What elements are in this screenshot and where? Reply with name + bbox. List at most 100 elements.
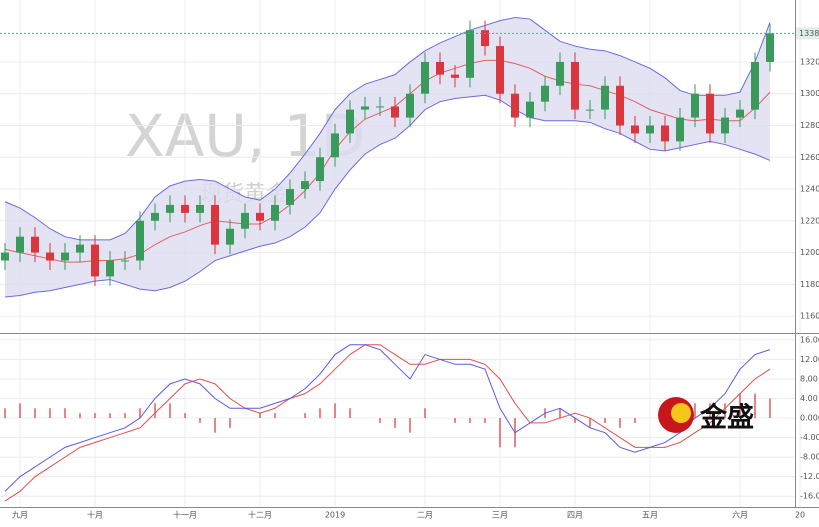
histogram-bar — [589, 418, 591, 428]
histogram-bar — [619, 418, 621, 428]
x-tick-label: 四月 — [567, 511, 583, 520]
histogram-bar — [319, 408, 321, 419]
y-tick-label: 4.00 — [800, 394, 818, 403]
x-tick-label: 十一月 — [173, 510, 197, 520]
histogram-bar — [199, 418, 201, 423]
candle-body — [526, 101, 534, 118]
y-tick-label: 12.00 — [800, 355, 819, 364]
last-price-box — [796, 27, 819, 40]
histogram-bar — [424, 408, 426, 419]
logo-icon-inner — [671, 403, 691, 423]
y-tick-label: 1220 — [800, 216, 819, 225]
candle-body — [106, 260, 114, 277]
candle-body — [556, 61, 564, 86]
histogram-bar — [19, 403, 21, 419]
x-tick-label: 20 — [795, 511, 805, 520]
dif-line — [4, 344, 771, 492]
y-tick-label: -16.0 — [800, 492, 819, 501]
histogram-bar — [184, 413, 186, 419]
histogram-bar — [79, 413, 81, 419]
candle-body — [511, 93, 519, 118]
histogram-bar — [559, 408, 561, 419]
histogram-bar — [574, 418, 576, 423]
x-tick-label: 十二月 — [248, 510, 272, 520]
x-tick-label: 二月 — [417, 511, 433, 520]
candle-body — [646, 125, 654, 134]
histogram-bar — [4, 408, 6, 419]
candle-body — [91, 244, 99, 277]
histogram-bar — [229, 418, 231, 428]
candle-body — [751, 61, 759, 110]
candle-body — [571, 61, 579, 110]
y-tick-label: 1260 — [800, 153, 819, 162]
candle-body — [181, 204, 189, 213]
candle-body — [631, 125, 639, 134]
candle-body — [61, 252, 69, 261]
candle-body — [226, 228, 234, 245]
histogram-bar — [409, 418, 411, 433]
candle-body — [46, 252, 54, 261]
dea-line — [4, 344, 771, 502]
y-tick-label: 1160 — [800, 312, 819, 321]
x-tick-label: 六月 — [732, 510, 748, 520]
histogram-bar — [739, 393, 741, 419]
histogram-bar — [499, 418, 501, 448]
y-tick-label: 16.00 — [800, 335, 819, 344]
candle-body — [601, 85, 609, 110]
candle-body — [691, 93, 699, 118]
candle-body — [166, 204, 174, 213]
histogram-bar — [724, 403, 726, 419]
x-tick-label: 2019 — [325, 511, 345, 520]
histogram-bar — [634, 418, 636, 423]
histogram-bar — [379, 418, 381, 423]
band-middle — [4, 59, 771, 263]
histogram-bar — [49, 408, 51, 419]
candle-body — [346, 109, 354, 134]
histogram-bar — [394, 418, 396, 428]
candle-body — [721, 117, 729, 134]
candle-body — [451, 74, 459, 78]
candle-body — [436, 61, 444, 75]
last-price-label: 1338. — [799, 29, 819, 38]
candle-body — [376, 106, 384, 108]
x-tick-label: 五月 — [642, 511, 658, 520]
candle-body — [706, 93, 714, 134]
candle-body — [196, 204, 204, 213]
histogram-bar — [484, 418, 486, 423]
candle-body — [766, 33, 774, 62]
candle-body — [16, 236, 24, 253]
histogram-bar — [469, 418, 471, 423]
histogram-bar — [694, 403, 696, 419]
candle-body — [151, 212, 159, 221]
histogram-bar — [259, 413, 261, 419]
candle-body — [286, 189, 294, 205]
band-upper — [4, 16, 771, 241]
candle-body — [481, 30, 489, 47]
histogram-bar — [139, 408, 141, 419]
histogram-bar — [769, 398, 771, 419]
band-lower — [4, 94, 771, 298]
x-tick-label: 九月 — [12, 511, 28, 520]
candle-body — [241, 212, 249, 229]
logo-text: 金盛 — [699, 402, 754, 434]
candle-body — [31, 236, 39, 253]
candle-body — [406, 93, 414, 118]
histogram-bar — [604, 418, 606, 423]
x-tick-label: 三月 — [492, 511, 508, 520]
candle-body — [136, 220, 144, 261]
y-tick-label: 1280 — [800, 121, 819, 130]
candle-body — [121, 260, 129, 262]
histogram-bar — [94, 413, 96, 419]
histogram-bar — [274, 413, 276, 419]
candle-body — [331, 133, 339, 158]
candle-body — [316, 157, 324, 182]
candle-body — [466, 30, 474, 78]
candle-body — [301, 181, 309, 190]
histogram-bar — [454, 418, 456, 423]
candle-body — [616, 85, 624, 126]
candle-body — [676, 117, 684, 142]
histogram-bar — [169, 403, 171, 419]
y-tick-label: 1320 — [800, 57, 819, 66]
candle-body — [421, 61, 429, 94]
